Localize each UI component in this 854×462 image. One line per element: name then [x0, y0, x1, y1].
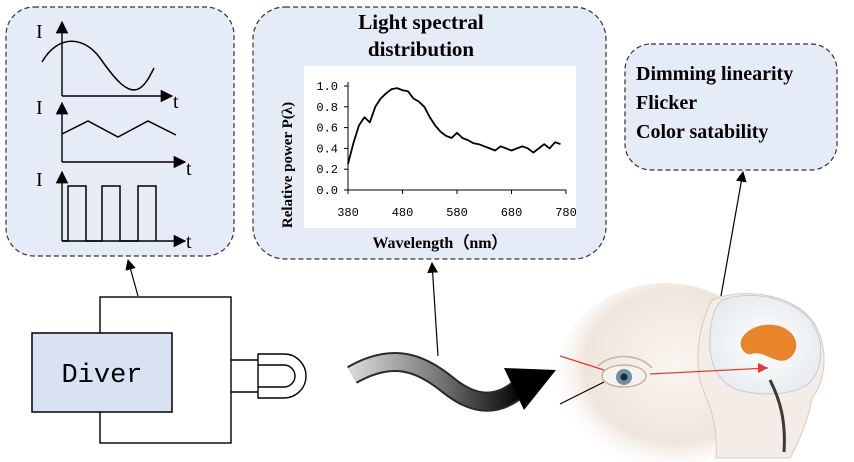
- square-axis-i-label: I: [36, 169, 43, 191]
- spectrum-x-axis-label: Wavelength（nm）: [372, 234, 507, 252]
- spectrum-title-line1: Light spectral: [358, 10, 484, 34]
- spectrum-panel: Light spectral distribution 1.0 0.8 0.6 0.4…: [252, 6, 607, 260]
- square-waveform: I t: [36, 169, 192, 253]
- triangle-axis-t-label: t: [186, 158, 192, 180]
- connector-arrows: [125, 170, 747, 357]
- y-tick-label: 0.0: [316, 184, 338, 198]
- driver-circuit: Diver: [31, 296, 307, 444]
- x-tick-label: 780: [555, 206, 577, 220]
- light-ray-in: [559, 355, 605, 371]
- driver-label: Diver: [61, 361, 142, 391]
- light-wave-arrow: [347, 352, 556, 412]
- waveform-panel: I t I t I t: [5, 6, 235, 257]
- spectrum-y-axis-label: Relative power P(λ): [280, 102, 296, 228]
- property-flicker: Flicker: [636, 92, 697, 114]
- hypothalamus-icon: [740, 324, 797, 361]
- arrow-brain-to-properties: [720, 170, 747, 297]
- square-axis-t-label: t: [186, 231, 192, 253]
- y-tick-label: 0.6: [316, 122, 338, 136]
- sine-axis-i-label: I: [36, 21, 43, 43]
- arrow-driver-to-waveforms: [125, 258, 139, 297]
- y-tick-label: 0.4: [316, 142, 338, 156]
- spectrum-title-line2: distribution: [368, 37, 475, 61]
- property-dimming-linearity: Dimming linearity: [636, 63, 793, 85]
- x-tick-label: 580: [446, 206, 468, 220]
- x-tick-label: 480: [392, 206, 414, 220]
- y-tick-label: 0.2: [316, 163, 338, 177]
- light-ray-out: [649, 367, 769, 375]
- property-color-stability: Color satability: [636, 121, 768, 143]
- driver-box: [31, 332, 173, 413]
- sine-axis-t-label: t: [173, 91, 179, 113]
- arrow-light-to-spectrum: [427, 261, 439, 357]
- spectrum-chart: 1.0 0.8 0.6 0.4 0.2 0.0 380 480 580 680 780: [316, 80, 576, 220]
- y-tick-label: 1.0: [316, 80, 338, 94]
- head-illustration: [557, 283, 825, 462]
- x-tick-label: 680: [501, 206, 523, 220]
- triangle-axis-i-label: I: [36, 97, 43, 119]
- properties-panel: Dimming linearity Flicker Color satabili…: [624, 43, 838, 171]
- spectrum-plot-area: [304, 66, 576, 228]
- spectrum-series-line: [347, 87, 561, 165]
- x-tick-label: 380: [337, 206, 359, 220]
- y-tick-label: 0.8: [316, 101, 338, 115]
- sine-waveform: I t: [36, 20, 179, 113]
- led-lamp: [257, 353, 307, 399]
- triangle-waveform: I t: [36, 97, 192, 180]
